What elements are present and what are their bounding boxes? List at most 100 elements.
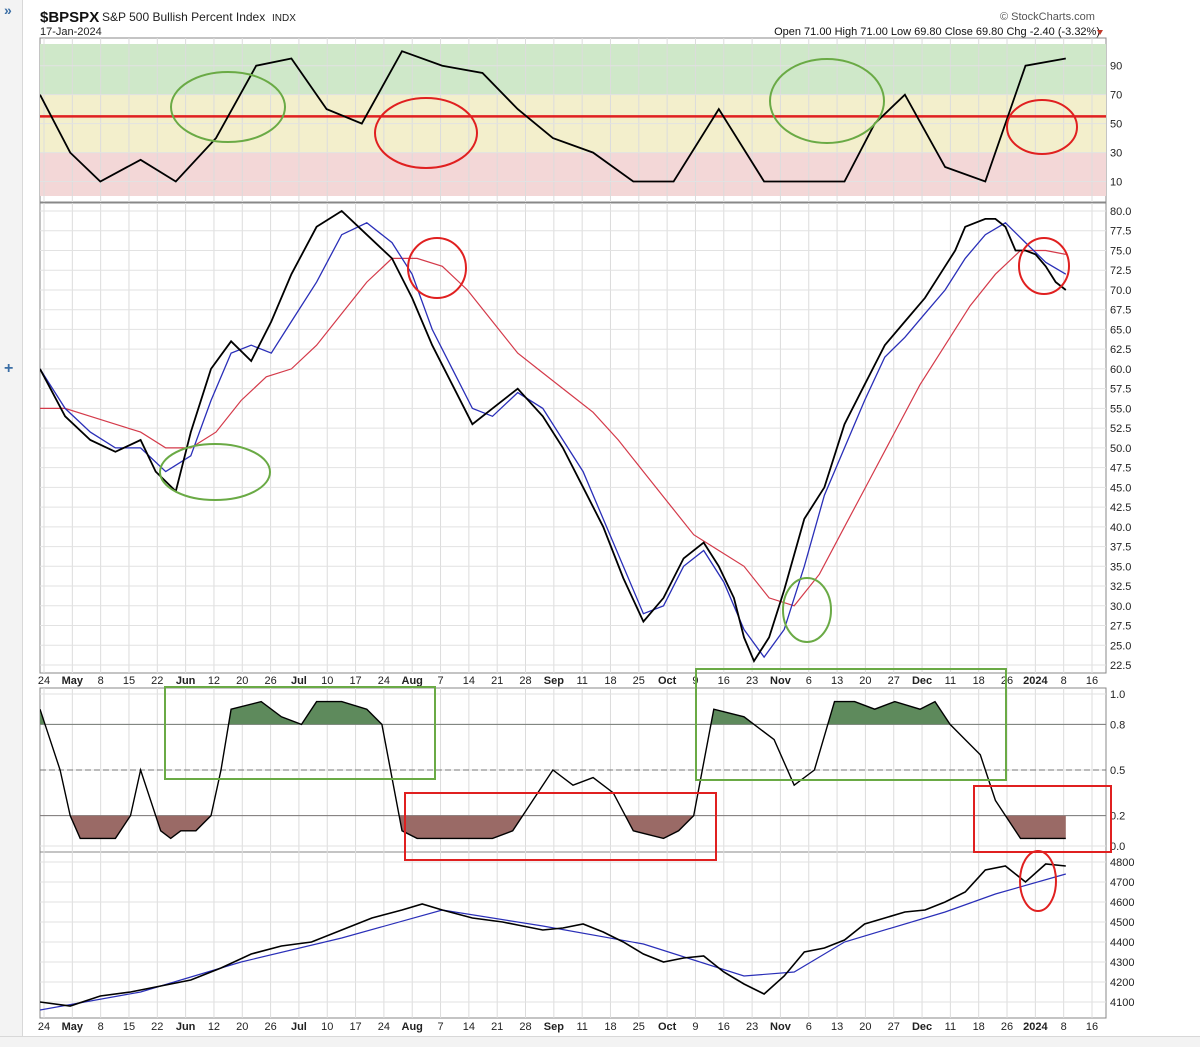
date-axis-label: 24 bbox=[378, 1021, 390, 1033]
date-axis-label: 9 bbox=[692, 1021, 698, 1033]
date-axis-label: Sep bbox=[544, 1021, 564, 1033]
top-tick-label: 70 bbox=[1110, 90, 1122, 102]
main-tick-label: 65.0 bbox=[1110, 324, 1131, 336]
main-tick-label: 40.0 bbox=[1110, 522, 1131, 534]
date-axis-label: 7 bbox=[437, 1021, 443, 1033]
date-axis-label: 11 bbox=[576, 675, 587, 687]
main-tick-label: 22.5 bbox=[1110, 660, 1131, 672]
date-axis-label: 18 bbox=[604, 675, 616, 687]
date-axis-label: 23 bbox=[746, 675, 758, 687]
osc-tick-label: 1.0 bbox=[1110, 689, 1125, 701]
main-tick-label: 55.0 bbox=[1110, 403, 1131, 415]
date-axis-label: 2024 bbox=[1023, 675, 1048, 687]
main-tick-label: 62.5 bbox=[1110, 344, 1131, 356]
main-tick-label: 45.0 bbox=[1110, 482, 1131, 494]
annotation-green-box bbox=[695, 668, 1007, 781]
date-axis-label: 6 bbox=[806, 1021, 812, 1033]
spx-tick-label: 4600 bbox=[1110, 897, 1134, 909]
date-axis-label: Aug bbox=[402, 675, 423, 687]
date-axis-label: 21 bbox=[491, 675, 503, 687]
spx-tick-label: 4200 bbox=[1110, 977, 1134, 989]
top-tick-label: 50 bbox=[1110, 119, 1122, 131]
date-axis-label: Aug bbox=[402, 1021, 423, 1033]
spx-tick-label: 4500 bbox=[1110, 917, 1134, 929]
annotation-red-ellipse bbox=[374, 97, 478, 169]
osc-bull-fill bbox=[40, 701, 951, 725]
top-tick-label: 90 bbox=[1110, 61, 1122, 73]
date-axis-label: 24 bbox=[378, 675, 390, 687]
main-tick-label: 60.0 bbox=[1110, 364, 1131, 376]
left-toolbar: » + bbox=[0, 0, 23, 1046]
date-axis-label: Nov bbox=[770, 675, 792, 687]
main-tick-label: 30.0 bbox=[1110, 601, 1131, 613]
osc-tick-label: 0.5 bbox=[1110, 765, 1125, 777]
main-tick-label: 42.5 bbox=[1110, 502, 1131, 514]
date-axis-label: 27 bbox=[888, 675, 900, 687]
date-axis-label: 16 bbox=[718, 675, 730, 687]
date-axis-label: 20 bbox=[859, 675, 871, 687]
date-axis-label: 20 bbox=[236, 675, 248, 687]
osc-tick-label: 0.0 bbox=[1110, 841, 1125, 853]
spx-tick-label: 4400 bbox=[1110, 937, 1134, 949]
ohlc-readout: Open 71.00 High 71.00 Low 69.80 Close 69… bbox=[774, 26, 1100, 38]
panel-spx-frame bbox=[39, 851, 1107, 1019]
date-axis-label: 26 bbox=[1001, 1021, 1013, 1033]
main-tick-label: 72.5 bbox=[1110, 265, 1131, 277]
annotation-green-ellipse bbox=[782, 577, 832, 643]
spx-tick-label: 4100 bbox=[1110, 997, 1134, 1009]
date-axis-label: Sep bbox=[544, 675, 564, 687]
date-axis-label: 14 bbox=[463, 675, 475, 687]
main-tick-label: 70.0 bbox=[1110, 285, 1131, 297]
brand-label: © StockCharts.com bbox=[1000, 11, 1095, 23]
add-panel-icon[interactable]: + bbox=[4, 360, 14, 377]
date-axis-label: 25 bbox=[633, 675, 645, 687]
spx-tick-label: 4800 bbox=[1110, 857, 1134, 869]
spx-price-line bbox=[40, 863, 1066, 1007]
date-axis-label: 23 bbox=[746, 1021, 758, 1033]
annotation-red-box bbox=[404, 792, 717, 861]
date-axis-label: 20 bbox=[236, 1021, 248, 1033]
date-axis-label: Dec bbox=[912, 1021, 932, 1033]
date-axis-label: 21 bbox=[491, 1021, 503, 1033]
chart-date: 17-Jan-2024 bbox=[40, 26, 102, 38]
main-tick-label: 57.5 bbox=[1110, 384, 1131, 396]
date-axis-label: 22 bbox=[151, 675, 163, 687]
main-tick-label: 52.5 bbox=[1110, 423, 1131, 435]
date-axis-label: 12 bbox=[208, 675, 220, 687]
date-axis-label: 18 bbox=[973, 1021, 985, 1033]
date-axis-label: 26 bbox=[264, 675, 276, 687]
date-axis-label: Jul bbox=[291, 1021, 307, 1033]
spx-tick-label: 4300 bbox=[1110, 957, 1134, 969]
annotation-green-ellipse bbox=[769, 58, 885, 144]
date-axis-label: Nov bbox=[770, 1021, 792, 1033]
date-axis-label: 28 bbox=[519, 675, 531, 687]
date-axis-label: 10 bbox=[321, 675, 333, 687]
date-axis-label: 12 bbox=[208, 1021, 220, 1033]
date-axis-label: 13 bbox=[831, 675, 843, 687]
annotation-green-ellipse bbox=[159, 443, 271, 501]
dropdown-icon[interactable] bbox=[1097, 30, 1103, 35]
collapse-arrow-icon[interactable]: » bbox=[4, 2, 12, 18]
main-tick-label: 32.5 bbox=[1110, 581, 1131, 593]
date-axis-label: 11 bbox=[576, 1021, 587, 1033]
date-axis-label: 17 bbox=[349, 675, 361, 687]
date-axis-label: 15 bbox=[123, 1021, 135, 1033]
date-axis-label: 15 bbox=[123, 675, 135, 687]
annotation-red-box bbox=[973, 785, 1112, 853]
panel-main-frame bbox=[39, 202, 1107, 674]
date-axis-label: 11 bbox=[945, 675, 956, 687]
date-axis-label: 25 bbox=[633, 1021, 645, 1033]
date-axis-label: Oct bbox=[658, 1021, 677, 1033]
annotation-red-ellipse bbox=[1006, 99, 1078, 155]
spx-tick-label: 4700 bbox=[1110, 877, 1134, 889]
main-tick-label: 80.0 bbox=[1110, 206, 1131, 218]
date-axis-label: Oct bbox=[658, 675, 677, 687]
date-axis-label: 26 bbox=[264, 1021, 276, 1033]
annotation-green-ellipse bbox=[170, 71, 286, 143]
osc-tick-label: 0.8 bbox=[1110, 719, 1125, 731]
oscillator-line bbox=[40, 700, 1066, 840]
date-axis-label: Jun bbox=[176, 675, 196, 687]
date-axis-label: 24 bbox=[38, 1021, 50, 1033]
date-axis-label: Jun bbox=[176, 1021, 196, 1033]
date-axis-label: 27 bbox=[888, 1021, 900, 1033]
